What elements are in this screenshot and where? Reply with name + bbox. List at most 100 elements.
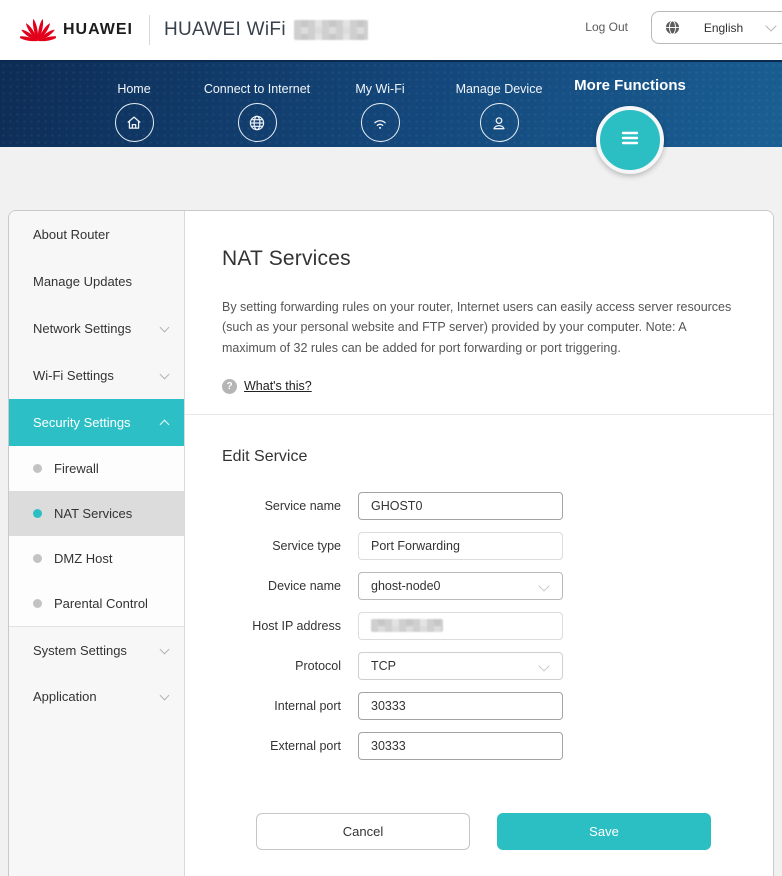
host-ip-field [358,611,563,640]
nav-item-manage-device[interactable]: Manage Device [429,82,569,142]
security-settings-submenu: Firewall NAT Services DMZ Host Parental … [9,446,184,626]
settings-sidebar: About Router Manage Updates Network Sett… [9,211,185,876]
page-description: By setting forwarding rules on your rout… [222,300,732,355]
brand-wordmark: HUAWEI [63,21,133,38]
language-selector[interactable]: English [651,11,782,44]
globe-icon [665,20,680,35]
nav-label-connect: Connect to Internet [203,82,311,96]
nav-label-home: Home [117,82,151,96]
form-actions: Cancel Save [256,812,773,850]
question-mark-icon: ? [222,378,237,394]
external-port-input[interactable] [358,731,563,760]
nav-label-my-wifi: My Wi-Fi [355,82,405,96]
redacted-host-ip [371,619,443,633]
service-type-label: Service type [272,538,341,553]
form-row-internal-port: Internal port [185,691,773,720]
nav-label-more-functions: More Functions [574,77,686,94]
internet-globe-icon [237,103,277,142]
redacted-model-name [293,20,368,40]
protocol-value: TCP [371,658,396,673]
chevron-down-icon [159,644,170,654]
content-area: NAT Services By setting forwarding rules… [185,211,773,876]
sidebar-item-application[interactable]: Application [9,673,184,720]
form-row-device-name: Device name ghost-node0 [185,571,773,600]
sidebar-item-about-router[interactable]: About Router [9,211,184,258]
internal-port-label: Internal port [274,698,341,713]
sidebar-label: Security Settings [33,415,131,430]
sidebar-item-system-settings[interactable]: System Settings [9,626,184,673]
device-name-select[interactable]: ghost-node0 [358,571,563,600]
edit-service-heading: Edit Service [222,447,308,465]
huawei-logo-icon [18,13,58,47]
form-row-external-port: External port [185,731,773,760]
home-icon [114,103,154,142]
chevron-down-icon [765,20,777,32]
main-panel: About Router Manage Updates Network Sett… [8,210,774,876]
huawei-brand: HUAWEI HUAWEI WiFi [18,0,368,60]
sidebar-subitem-parental-control[interactable]: Parental Control [9,581,184,626]
sidebar-item-network-settings[interactable]: Network Settings [9,305,184,352]
nav-item-connect-to-internet[interactable]: Connect to Internet [187,82,327,142]
whats-this-label: What's this? [244,379,312,394]
internal-port-input[interactable] [358,691,563,720]
wifi-icon [360,103,400,142]
sidebar-item-manage-updates[interactable]: Manage Updates [9,258,184,305]
sidebar-label: About Router [33,227,110,242]
sidebar-sublabel: NAT Services [54,506,133,521]
more-functions-button[interactable] [596,106,664,174]
service-type-field: Port Forwarding [358,531,563,560]
chevron-down-icon [159,690,170,701]
section-divider [185,413,773,415]
bullet-icon [33,554,42,563]
sidebar-item-security-settings[interactable]: Security Settings [9,399,184,446]
user-icon [479,103,519,142]
sidebar-label: Wi-Fi Settings [33,368,114,383]
device-name-label: Device name [268,578,341,593]
sidebar-subitem-nat-services[interactable]: NAT Services [9,491,184,536]
page-title: NAT Services [222,247,351,270]
header-divider [149,15,150,45]
service-name-input[interactable] [358,491,563,520]
chevron-down-icon [538,660,550,672]
language-selected-label: English [703,20,744,35]
bullet-icon [33,464,42,473]
product-title: HUAWEI WiFi [164,19,368,41]
sidebar-item-wifi-settings[interactable]: Wi-Fi Settings [9,352,184,399]
sidebar-label: Manage Updates [33,274,133,289]
form-row-host-ip: Host IP address [185,611,773,640]
device-name-value: ghost-node0 [371,578,441,593]
protocol-label: Protocol [295,658,341,673]
sidebar-label: System Settings [33,642,127,658]
primary-nav: Home Connect to Internet My Wi-Fi [0,60,782,174]
whats-this-link[interactable]: ? What's this? [222,378,312,394]
service-type-value: Port Forwarding [371,538,460,553]
sidebar-subitem-dmz-host[interactable]: DMZ Host [9,536,184,581]
bullet-icon [33,509,42,518]
nav-label-manage-device: Manage Device [455,82,543,96]
sidebar-sublabel: Parental Control [54,596,148,611]
nav-item-more-functions[interactable]: More Functions [560,77,700,94]
bullet-icon [33,599,42,608]
sidebar-sublabel: Firewall [54,461,99,476]
hamburger-menu-icon [615,123,645,158]
nav-item-home[interactable]: Home [64,82,204,142]
form-row-service-name: Service name [185,491,773,520]
form-row-protocol: Protocol TCP [185,651,773,680]
sidebar-label: Network Settings [33,321,132,336]
chevron-up-icon [159,419,170,430]
chevron-down-icon [538,580,550,592]
external-port-label: External port [270,738,341,753]
protocol-select[interactable]: TCP [358,651,563,680]
logout-link[interactable]: Log Out [585,20,628,34]
nav-item-my-wifi[interactable]: My Wi-Fi [310,82,450,142]
chevron-down-icon [159,369,170,380]
cancel-button[interactable]: Cancel [256,812,470,850]
sidebar-sublabel: DMZ Host [54,551,113,566]
app-header: HUAWEI HUAWEI WiFi Log Out English [0,0,782,60]
edit-service-form: Service name Service type Port Forwardin… [185,491,773,850]
host-ip-label: Host IP address [252,618,341,633]
chevron-down-icon [159,322,170,333]
save-button[interactable]: Save [497,812,711,850]
sidebar-label: Application [33,689,97,704]
sidebar-subitem-firewall[interactable]: Firewall [9,446,184,491]
